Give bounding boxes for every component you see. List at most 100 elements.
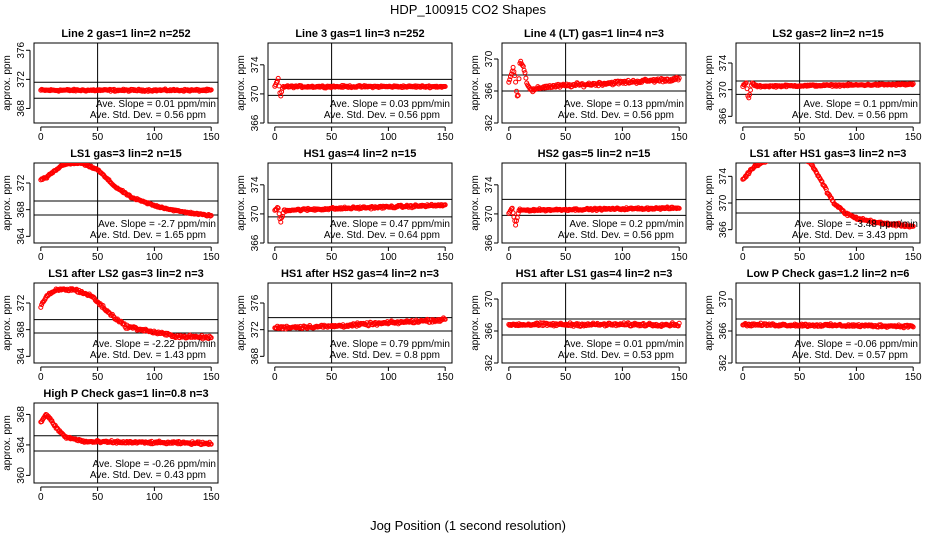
panel-7: HS2 gas=5 lin=2 n=15 0 50 100 150 366 370 374ap…: [470, 148, 688, 263]
slope-annotation: Ave. Slope = 0.2 ppm/min: [569, 219, 684, 230]
x-tick-label: 0: [38, 132, 44, 143]
x-tick-label: 100: [380, 132, 397, 143]
y-tick-label: 362: [484, 354, 495, 371]
x-tick-label: 50: [794, 252, 806, 263]
plot-area: [502, 283, 686, 363]
y-tick-label: 372: [16, 71, 27, 88]
data-point: [748, 87, 753, 93]
x-tick-label: 150: [671, 372, 688, 383]
x-tick-label: 50: [92, 252, 104, 263]
y-tick-label: 374: [718, 54, 729, 71]
std-dev-annotation: Ave. Std. Dev. = 0.43 ppm: [90, 470, 206, 481]
x-tick-label: 150: [905, 132, 922, 143]
plot-area: [34, 163, 218, 243]
y-tick-label: 370: [484, 290, 495, 307]
data-point: [672, 322, 678, 328]
data-point: [73, 163, 79, 166]
panel-5: LS1 gas=3 lin=2 n=15 0 50 100 150 364 368 372ap…: [2, 148, 220, 263]
panel-title: HS1 after HS2 gas=4 lin=2 n=3: [281, 268, 439, 280]
x-tick-label: 0: [272, 132, 278, 143]
y-tick-label: 366: [250, 234, 261, 251]
plot-frame: [735, 42, 921, 124]
y-tick-label: 372: [16, 174, 27, 191]
y-tick-label: 370: [718, 194, 729, 211]
x-tick-label: 150: [437, 372, 454, 383]
y-axis-label: approx. ppm: [236, 175, 247, 231]
panel-3: Line 4 (LT) gas=1 lin=4 n=3 0 50 100 150 362 3…: [470, 28, 688, 143]
x-tick-label: 150: [437, 132, 454, 143]
plot-area: [736, 43, 920, 123]
data-point: [676, 205, 682, 211]
plot-frame: [33, 162, 219, 244]
plot-frame: [33, 402, 219, 484]
data-point: [747, 92, 753, 98]
data-point: [208, 87, 214, 93]
y-tick-label: 374: [250, 176, 261, 193]
x-tick-label: 50: [326, 372, 338, 383]
x-tick-label: 100: [146, 372, 163, 383]
data-point: [515, 92, 521, 98]
y-tick-label: 376: [250, 294, 261, 311]
x-tick-label: 100: [380, 252, 397, 263]
y-tick-label: 366: [484, 322, 495, 339]
slope-annotation: Ave. Slope = -2.7 ppm/min: [98, 219, 216, 230]
data-point: [910, 324, 916, 330]
data-point: [208, 213, 214, 218]
data-point: [675, 323, 681, 329]
slope-annotation: Ave. Slope = -0.26 ppm/min: [93, 459, 217, 470]
panel-title: Low P Check gas=1.2 lin=2 n=6: [747, 268, 910, 280]
data-point: [442, 84, 448, 89]
slope-annotation: Ave. Slope = 0.03 ppm/min: [330, 99, 450, 110]
data-point: [742, 81, 748, 87]
data-point: [278, 219, 284, 225]
panel-title: LS1 gas=3 lin=2 n=15: [70, 148, 182, 160]
x-tick-label: 100: [848, 372, 865, 383]
panel-title: HS1 after LS1 gas=4 lin=2 n=3: [516, 268, 673, 280]
slope-annotation: Ave. Slope = -3.48 ppm/min: [795, 219, 919, 230]
x-tick-label: 100: [614, 132, 631, 143]
data-point: [275, 75, 281, 81]
y-tick-label: 370: [718, 290, 729, 307]
panel-9: LS1 after LS2 gas=3 lin=2 n=3 0 50 100 150 36…: [2, 268, 220, 383]
data-point: [104, 440, 110, 445]
panel-title: HS2 gas=5 lin=2 n=15: [538, 148, 651, 160]
y-axis-label: approx. ppm: [236, 295, 247, 351]
slope-annotation: Ave. Slope = 0.79 ppm/min: [330, 339, 450, 350]
y-tick-label: 360: [16, 467, 27, 484]
data-point: [292, 84, 298, 90]
x-tick-label: 0: [272, 372, 278, 383]
data-point: [274, 78, 280, 84]
x-tick-label: 100: [848, 252, 865, 263]
data-point: [522, 70, 528, 76]
x-tick-label: 150: [437, 252, 454, 263]
data-point: [442, 316, 448, 322]
plot-frame: [267, 162, 453, 244]
x-tick-label: 50: [560, 372, 572, 383]
y-tick-label: 364: [16, 228, 27, 245]
x-tick-label: 100: [146, 132, 163, 143]
x-tick-label: 150: [905, 372, 922, 383]
y-tick-label: 372: [16, 294, 27, 311]
data-point: [910, 81, 916, 87]
x-tick-label: 100: [848, 132, 865, 143]
y-axis-label: approx. ppm: [470, 175, 481, 231]
x-tick-label: 0: [740, 372, 746, 383]
x-tick-label: 150: [905, 252, 922, 263]
data-point: [512, 73, 518, 79]
plot-frame: [735, 282, 921, 364]
x-tick-label: 50: [794, 372, 806, 383]
data-point: [764, 163, 769, 164]
plot-frame: [33, 282, 219, 364]
data-point: [818, 178, 824, 184]
y-tick-label: 364: [16, 436, 27, 453]
std-dev-annotation: Ave. Std. Dev. = 0.57 ppm: [792, 350, 908, 361]
x-tick-label: 100: [614, 372, 631, 383]
plot-frame: [501, 162, 687, 244]
x-tick-label: 100: [146, 492, 163, 503]
data-point: [523, 75, 529, 81]
std-dev-annotation: Ave. Std. Dev. = 0.53 ppm: [558, 350, 674, 361]
slope-annotation: Ave. Slope = -2.22 ppm/min: [93, 339, 217, 350]
data-point: [521, 67, 527, 73]
data-point: [442, 202, 448, 208]
